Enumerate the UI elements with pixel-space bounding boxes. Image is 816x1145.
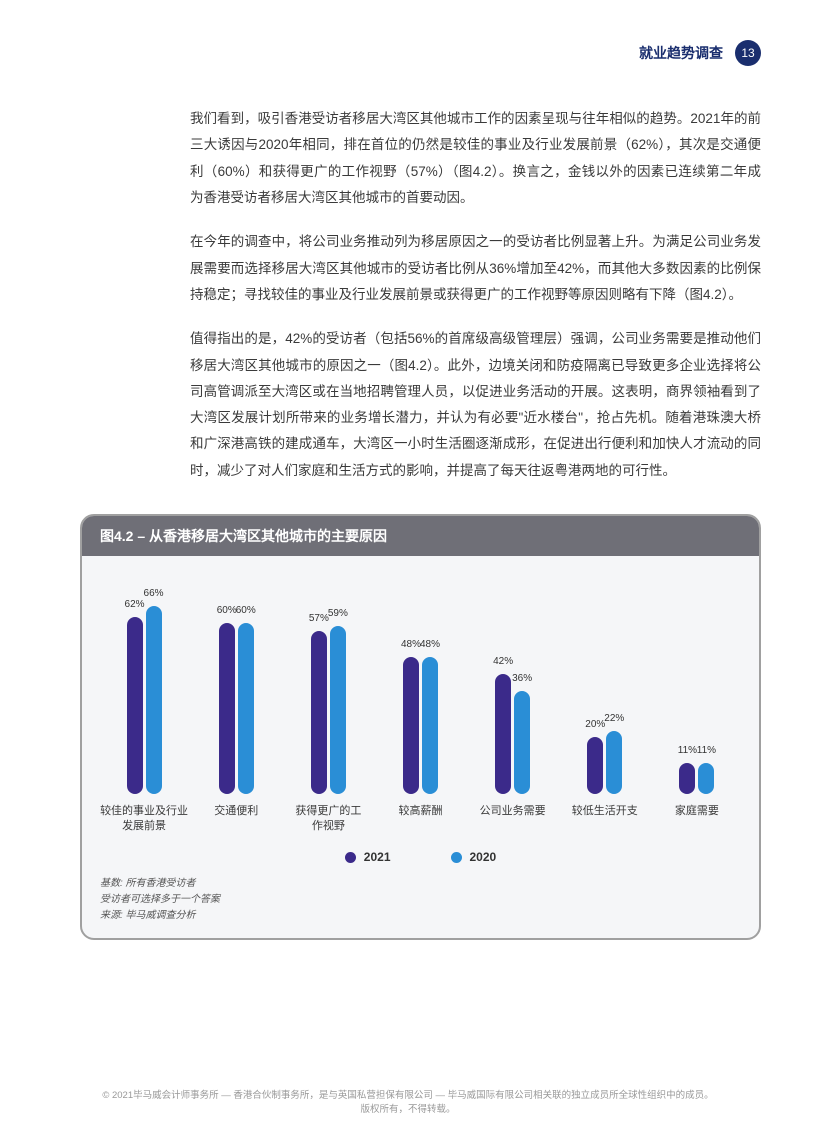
bar-value-label: 20% — [585, 719, 605, 730]
bar-2021: 42% — [495, 674, 511, 794]
chart-notes: 基数: 所有香港受访者 受访者可选择多于一个答案 来源: 毕马威调查分析 — [94, 876, 747, 924]
bar-value-label: 60% — [217, 605, 237, 616]
bar-pair: 48%48% — [403, 574, 438, 794]
page-footer: © 2021毕马威会计师事务所 — 香港合伙制事务所，是与英国私营担保有限公司 … — [0, 1089, 816, 1118]
bar-2021: 57% — [311, 631, 327, 794]
chart-note-1: 基数: 所有香港受访者 — [100, 876, 747, 892]
bar-2021: 60% — [219, 623, 235, 794]
bar-value-label: 57% — [309, 613, 329, 624]
bar-value-label: 62% — [125, 599, 145, 610]
bar-value-label: 36% — [512, 673, 532, 684]
bar-2021: 48% — [403, 657, 419, 794]
page-header: 就业趋势调查 13 — [80, 40, 761, 66]
bar-2021: 11% — [679, 763, 695, 794]
bar-group: 42%36%公司业务需要 — [469, 574, 557, 836]
body-text: 我们看到，吸引香港受访者移居大湾区其他城市工作的因素呈现与往年相似的趋势。202… — [190, 106, 761, 484]
bar-group: 60%60%交通便利 — [192, 574, 280, 836]
bar-value-label: 11% — [678, 745, 697, 756]
legend-dot-2021 — [345, 852, 356, 863]
chart-legend: 2021 2020 — [94, 850, 747, 864]
legend-label-2021: 2021 — [364, 850, 391, 864]
paragraph-1: 我们看到，吸引香港受访者移居大湾区其他城市工作的因素呈现与往年相似的趋势。202… — [190, 106, 761, 211]
category-label: 较低生活开支 — [572, 804, 638, 836]
legend-2021: 2021 — [345, 850, 391, 864]
bar-pair: 62%66% — [127, 574, 162, 794]
bar-2020: 36% — [514, 691, 530, 794]
bar-group: 62%66%较佳的事业及行业发展前景 — [100, 574, 188, 836]
bar-pair: 57%59% — [311, 574, 346, 794]
chart-note-3: 来源: 毕马威调查分析 — [100, 908, 747, 924]
bar-value-label: 22% — [604, 713, 624, 724]
bar-value-label: 59% — [328, 608, 348, 619]
paragraph-3: 值得指出的是，42%的受访者（包括56%的首席级高级管理层）强调，公司业务需要是… — [190, 326, 761, 484]
chart-title: 图4.2 – 从香港移居大湾区其他城市的主要原因 — [82, 516, 759, 556]
bar-group: 57%59%获得更广的工作视野 — [284, 574, 372, 836]
bar-pair: 20%22% — [587, 574, 622, 794]
bar-pair: 11%11% — [679, 574, 714, 794]
bar-pair: 60%60% — [219, 574, 254, 794]
header-title: 就业趋势调查 — [639, 43, 723, 63]
bar-2020: 22% — [606, 731, 622, 794]
bar-2020: 59% — [330, 626, 346, 795]
chart-note-2: 受访者可选择多于一个答案 — [100, 892, 747, 908]
category-label: 较高薪酬 — [398, 804, 442, 836]
bar-value-label: 66% — [144, 588, 164, 599]
legend-label-2020: 2020 — [470, 850, 497, 864]
category-label: 获得更广的工作视野 — [295, 804, 361, 836]
bar-value-label: 60% — [236, 605, 256, 616]
bar-2020: 48% — [422, 657, 438, 794]
bar-value-label: 42% — [493, 656, 513, 667]
legend-dot-2020 — [451, 852, 462, 863]
bar-value-label: 11% — [697, 745, 716, 756]
bar-2021: 20% — [587, 737, 603, 794]
chart-area: 62%66%较佳的事业及行业发展前景60%60%交通便利57%59%获得更广的工… — [82, 556, 759, 938]
category-label: 交通便利 — [214, 804, 258, 836]
legend-2020: 2020 — [451, 850, 497, 864]
bar-2020: 66% — [146, 606, 162, 795]
footer-line-2: 版权所有，不得转载。 — [50, 1103, 766, 1117]
footer-line-1: © 2021毕马威会计师事务所 — 香港合伙制事务所，是与英国私营担保有限公司 … — [50, 1089, 766, 1103]
bar-2020: 11% — [698, 763, 714, 794]
bar-group: 48%48%较高薪酬 — [376, 574, 464, 836]
category-label: 家庭需要 — [675, 804, 719, 836]
bar-group: 11%11%家庭需要 — [653, 574, 741, 836]
category-label: 公司业务需要 — [480, 804, 546, 836]
bars-row: 62%66%较佳的事业及行业发展前景60%60%交通便利57%59%获得更广的工… — [94, 576, 747, 836]
paragraph-2: 在今年的调查中，将公司业务推动列为移居原因之一的受访者比例显著上升。为满足公司业… — [190, 229, 761, 308]
bar-group: 20%22%较低生活开支 — [561, 574, 649, 836]
bar-2020: 60% — [238, 623, 254, 794]
bar-pair: 42%36% — [495, 574, 530, 794]
bar-2021: 62% — [127, 617, 143, 794]
page: 就业趋势调查 13 我们看到，吸引香港受访者移居大湾区其他城市工作的因素呈现与往… — [0, 0, 816, 1145]
chart-card: 图4.2 – 从香港移居大湾区其他城市的主要原因 62%66%较佳的事业及行业发… — [80, 514, 761, 940]
category-label: 较佳的事业及行业发展前景 — [100, 804, 188, 836]
bar-value-label: 48% — [420, 639, 440, 650]
bar-value-label: 48% — [401, 639, 421, 650]
page-number-badge: 13 — [735, 40, 761, 66]
